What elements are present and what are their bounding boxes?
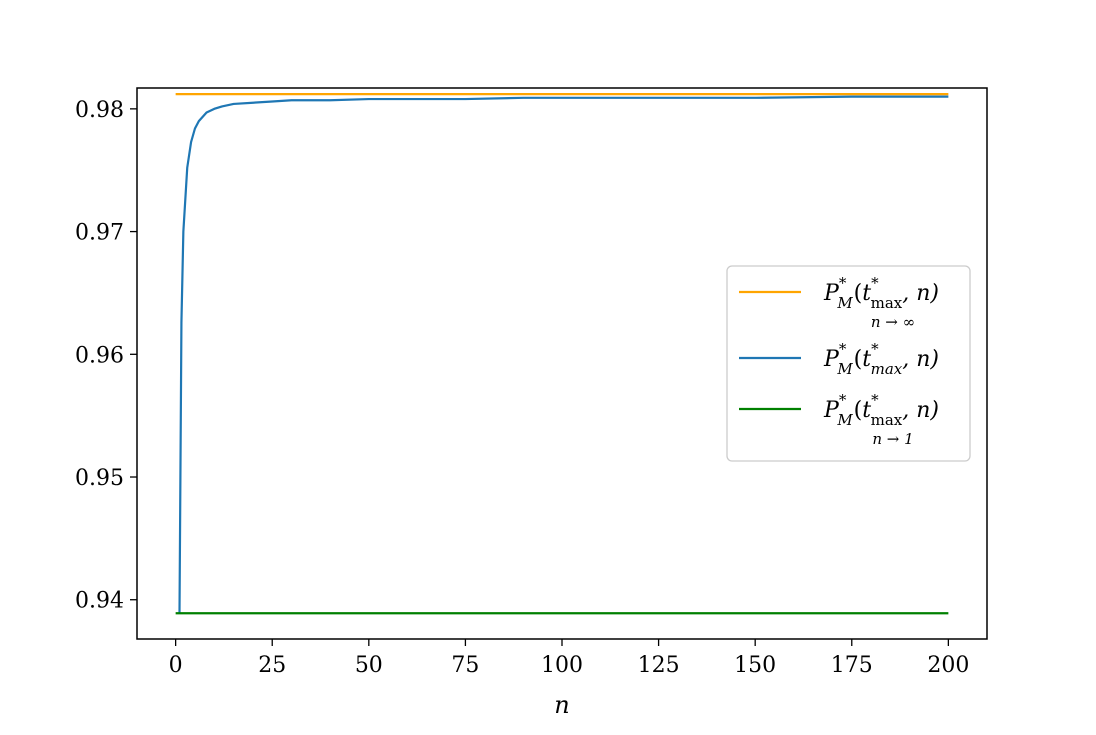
y-tick-label: 0.94 — [75, 589, 124, 614]
legend-label-limit_inf: P* M(t* max, n) — [823, 274, 939, 312]
x-tick-label: 150 — [734, 653, 776, 678]
y-axis-ticks: 0.94 0.95 0.96 0.97 0.98 — [75, 98, 137, 614]
legend-sublabel-limit_one: n → 1 — [872, 430, 913, 448]
y-tick-label: 0.96 — [75, 343, 124, 368]
x-tick-label: 200 — [927, 653, 969, 678]
x-axis-ticks: 0 25 50 75 100 125 150 175 200 — [169, 639, 969, 678]
legend-sublabel-limit_inf: n → ∞ — [871, 313, 915, 331]
series-line-exact — [178, 95, 949, 614]
x-tick-label: 100 — [541, 653, 583, 678]
legend: P* M(t* max, n)n → ∞P* M(t* max, n)P* M(t* max… — [726, 265, 971, 462]
y-tick-label: 0.97 — [75, 221, 124, 246]
legend-label-exact: P* M(t* max, n) — [823, 340, 939, 378]
x-axis-label: n — [554, 691, 569, 719]
x-tick-label: 125 — [638, 653, 680, 678]
legend-label-limit_one: P* M(t* max, n) — [823, 391, 939, 429]
x-tick-label: 0 — [169, 653, 183, 678]
series-layer — [175, 93, 949, 615]
x-tick-label: 75 — [451, 653, 479, 678]
legend-box — [726, 265, 971, 462]
y-tick-label: 0.98 — [75, 98, 124, 123]
x-tick-label: 25 — [258, 653, 286, 678]
x-tick-label: 175 — [831, 653, 873, 678]
x-tick-label: 50 — [355, 653, 383, 678]
y-tick-label: 0.95 — [75, 466, 124, 491]
